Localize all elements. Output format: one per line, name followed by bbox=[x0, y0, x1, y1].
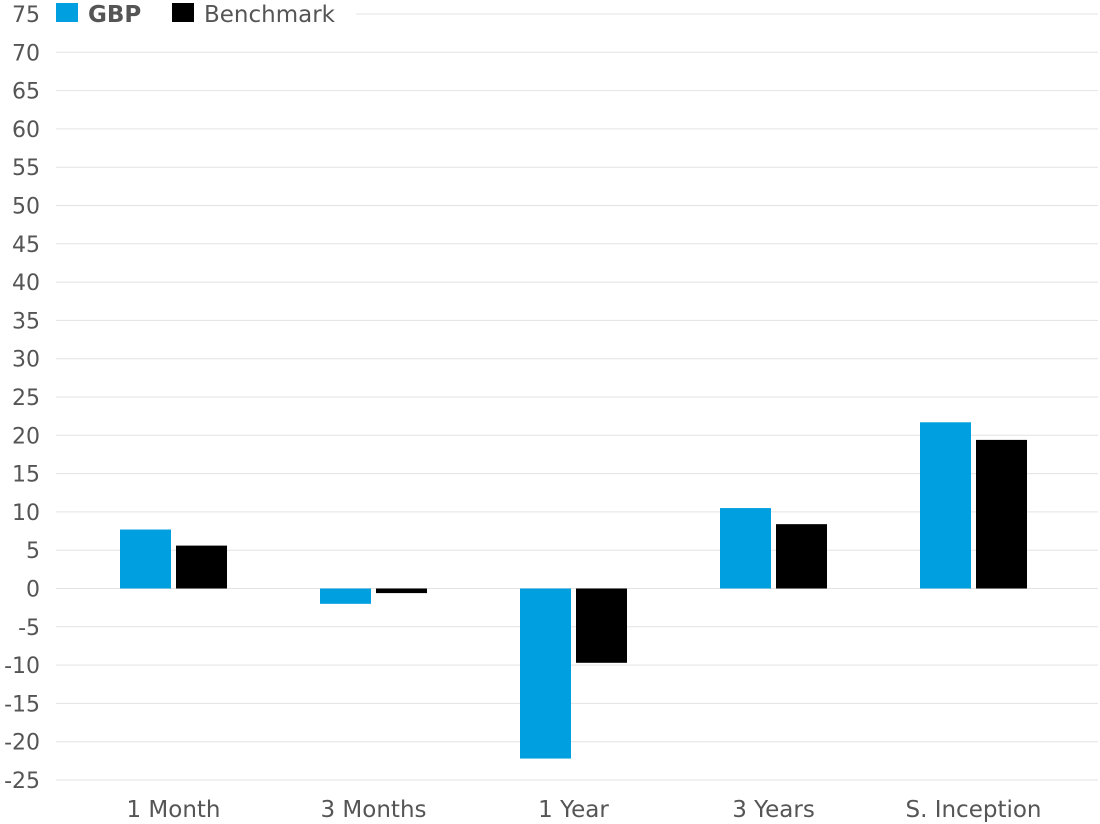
y-tick-35: 35 bbox=[12, 309, 40, 334]
legend-item-benchmark[interactable]: Benchmark bbox=[172, 2, 336, 28]
y-tick-minus-10: -10 bbox=[4, 654, 40, 679]
bar-benchmark-1-month[interactable] bbox=[176, 545, 227, 589]
legend-item-gbp[interactable]: GBP bbox=[56, 2, 141, 28]
y-tick-minus-20: -20 bbox=[4, 731, 40, 756]
x-label-3-years: 3 Years bbox=[732, 797, 815, 823]
x-label-1-year: 1 Year bbox=[538, 797, 609, 823]
y-axis-ticks: 757065605550454035302520151050-5-10-15-2… bbox=[4, 3, 40, 794]
bar-benchmark-3-years[interactable] bbox=[776, 524, 827, 589]
x-label-1-month: 1 Month bbox=[126, 797, 220, 823]
x-label-s-inception: S. Inception bbox=[905, 797, 1041, 823]
bar-benchmark-3-months[interactable] bbox=[376, 588, 427, 594]
bar-gbp-1-year[interactable] bbox=[520, 588, 571, 759]
y-tick-20: 20 bbox=[12, 424, 40, 449]
y-tick-minus-25: -25 bbox=[4, 769, 40, 794]
legend-label-benchmark: Benchmark bbox=[204, 2, 336, 28]
y-tick-55: 55 bbox=[12, 156, 40, 181]
bars bbox=[120, 422, 1027, 759]
y-tick-minus-5: -5 bbox=[18, 616, 40, 641]
legend-label-gbp: GBP bbox=[88, 2, 141, 28]
y-tick-45: 45 bbox=[12, 233, 40, 258]
y-tick-40: 40 bbox=[12, 271, 40, 296]
bar-gbp-3-months[interactable] bbox=[320, 588, 371, 604]
y-tick-50: 50 bbox=[12, 195, 40, 220]
y-tick-0: 0 bbox=[26, 578, 40, 603]
y-tick-25: 25 bbox=[12, 386, 40, 411]
legend: GBP Benchmark bbox=[56, 2, 336, 28]
y-tick-minus-15: -15 bbox=[4, 692, 40, 717]
legend-swatch-gbp bbox=[56, 3, 78, 22]
gridlines bbox=[56, 13, 1098, 781]
y-tick-15: 15 bbox=[12, 463, 40, 488]
bar-gbp-s-inception[interactable] bbox=[920, 422, 971, 589]
bar-gbp-3-years[interactable] bbox=[720, 508, 771, 589]
bar-benchmark-s-inception[interactable] bbox=[976, 439, 1027, 589]
x-axis-labels: 1 Month 3 Months 1 Year 3 Years S. Inception bbox=[126, 797, 1041, 823]
y-tick-60: 60 bbox=[12, 118, 40, 143]
y-tick-5: 5 bbox=[26, 539, 40, 564]
y-tick-70: 70 bbox=[12, 41, 40, 66]
bar-benchmark-1-year[interactable] bbox=[576, 588, 627, 663]
y-tick-75: 75 bbox=[12, 3, 40, 28]
legend-swatch-benchmark bbox=[172, 3, 194, 22]
x-label-3-months: 3 Months bbox=[320, 797, 426, 823]
y-tick-30: 30 bbox=[12, 348, 40, 373]
bar-gbp-1-month[interactable] bbox=[120, 529, 171, 589]
y-tick-10: 10 bbox=[12, 501, 40, 526]
y-tick-65: 65 bbox=[12, 80, 40, 105]
